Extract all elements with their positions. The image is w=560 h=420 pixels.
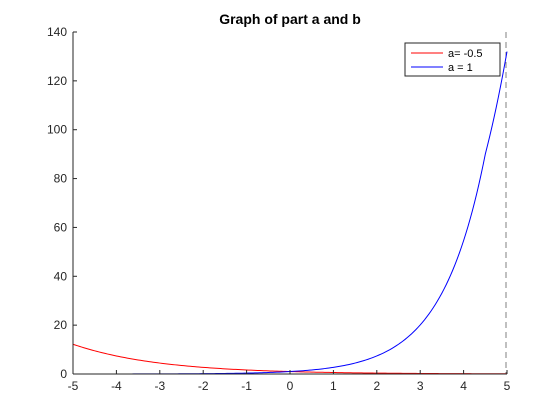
y-tick-label: 20 <box>54 318 68 332</box>
x-tick-label: -2 <box>198 379 209 393</box>
legend: a= -0.5 a = 1 <box>404 42 501 77</box>
y-tick-label: 60 <box>54 220 68 234</box>
axes-layer: -5 -4 -3 -2 -1 0 1 2 3 4 5 0 20 40 60 80 100 120 140 <box>47 25 511 393</box>
x-tick-label: -4 <box>111 379 122 393</box>
plot-area <box>73 32 507 374</box>
x-tick-label: 3 <box>417 379 424 393</box>
x-tick-label: -1 <box>241 379 252 393</box>
y-tick-label: 0 <box>60 367 67 381</box>
y-tick-label: 100 <box>47 123 67 137</box>
x-tick-label: 1 <box>330 379 337 393</box>
x-tick-label: 4 <box>460 379 467 393</box>
x-tick-label: 0 <box>287 379 294 393</box>
x-tick-label: -3 <box>154 379 165 393</box>
y-tick-label: 40 <box>54 269 68 283</box>
chart-title: Graph of part a and b <box>219 11 361 27</box>
y-tick-label: 80 <box>54 172 68 186</box>
y-tick-label: 120 <box>47 74 67 88</box>
legend-box <box>404 42 501 77</box>
y-tick-label: 140 <box>47 25 67 39</box>
legend-label-2: a = 1 <box>448 62 473 74</box>
legend-label-1: a= -0.5 <box>448 48 483 60</box>
plot-background <box>73 32 507 374</box>
x-tick-label: 2 <box>373 379 380 393</box>
x-tick-label: 5 <box>504 379 511 393</box>
x-tick-label: -5 <box>68 379 79 393</box>
